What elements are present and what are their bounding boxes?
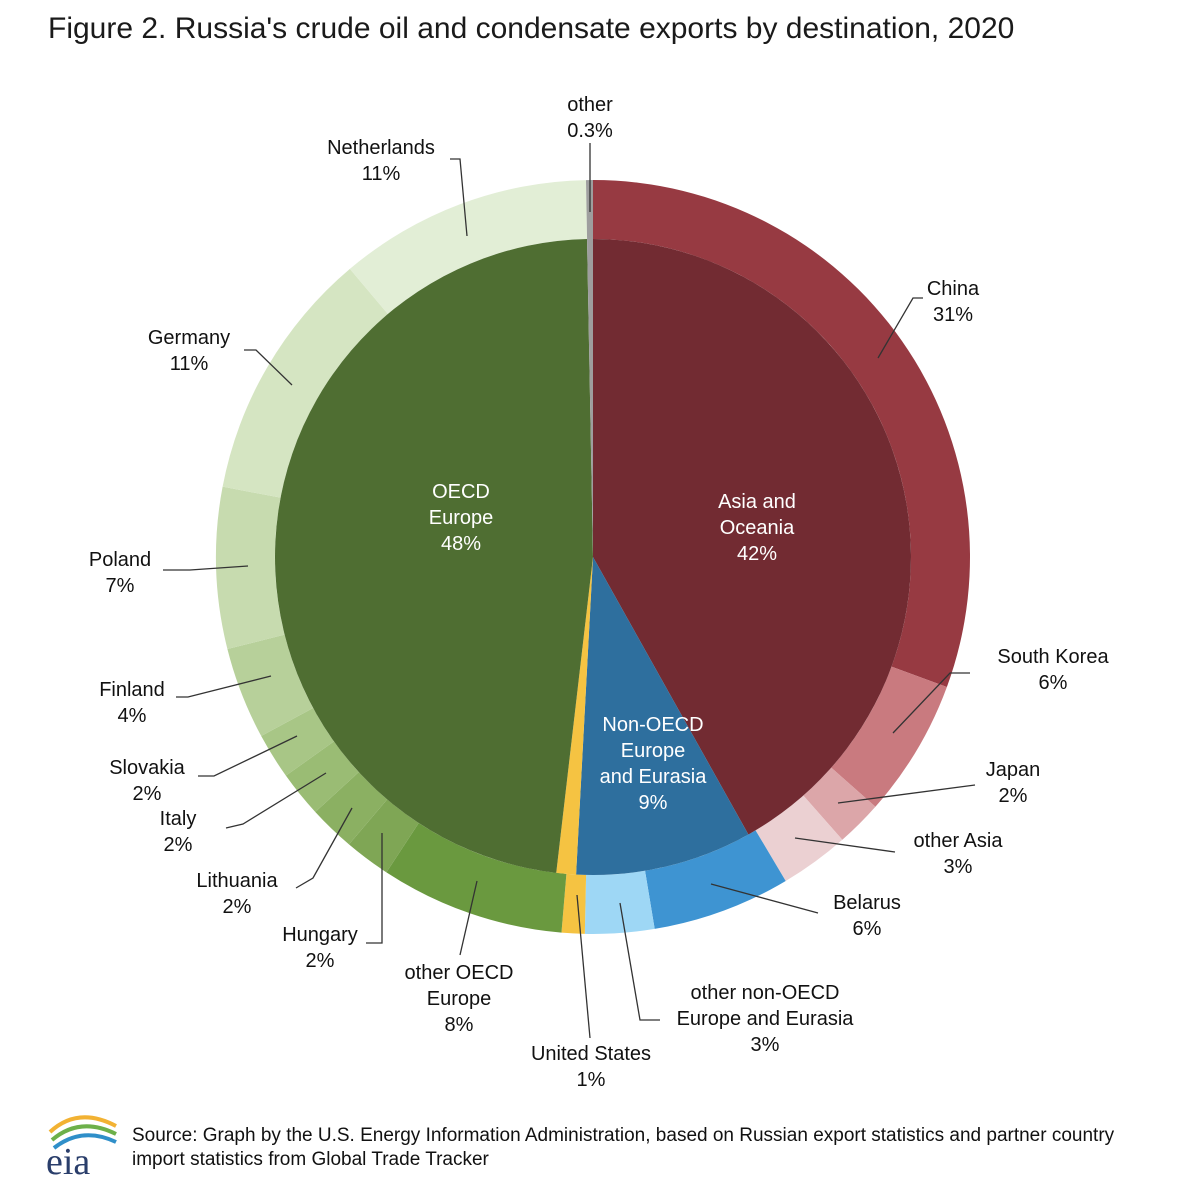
label-other: other 0.3%: [567, 94, 613, 142]
leader-slovakia: [198, 735, 298, 777]
label-china: China 31%: [927, 278, 980, 326]
leader-other-non-oecd-europe-and-eurasia: [619, 902, 660, 1021]
label-japan: Japan 2%: [986, 759, 1041, 807]
leader-finland: [176, 675, 272, 698]
outer-slice-finland: [227, 634, 314, 736]
eia-logo: eia: [46, 1115, 117, 1182]
eia-logo-text: eia: [46, 1141, 90, 1182]
footer: eia Source: Graph by the U.S. Energy Inf…: [40, 1110, 1180, 1190]
outer-slice-netherlands: [349, 180, 588, 314]
outer-slice-china: [593, 180, 971, 687]
label-netherlands: Netherlands 11%: [327, 137, 435, 185]
inner-slice-non-oecd-europe-and-eurasia: [576, 557, 749, 875]
label-italy: Italy 2%: [160, 808, 197, 856]
outer-ring: [215, 180, 971, 934]
inner-pie: [275, 239, 911, 875]
label-other-oecd-europe: other OECD Europe 8%: [405, 962, 514, 1036]
label-germany: Germany 11%: [148, 327, 230, 375]
outer-slice-slovakia: [261, 707, 334, 776]
outer-slice-japan: [803, 767, 876, 840]
outer-slice-other-non-oecd-europe-and-eurasia: [584, 870, 655, 934]
label-finland: Finland 4%: [99, 679, 165, 727]
leader-other-asia: [794, 837, 896, 853]
outer-slice-other-oecd-europe: [386, 823, 567, 933]
outer-slice-hungary: [348, 799, 419, 873]
leader-south-korea: [892, 672, 970, 734]
inner-slice-oecd-europe: [275, 239, 593, 873]
leader-germany: [244, 349, 293, 386]
outer-slice-poland: [215, 486, 285, 650]
inner-slice-asia-and-oceania: [593, 239, 911, 835]
source-note: Source: Graph by the U.S. Energy Informa…: [132, 1125, 1115, 1170]
chart-title: Figure 2. Russia's crude oil and condens…: [48, 12, 1015, 45]
inner-slice-other: [587, 239, 593, 557]
label-lithuania: Lithuania 2%: [196, 870, 278, 918]
label-poland: Poland 7%: [89, 549, 151, 597]
outer-slice-united-states: [561, 873, 587, 934]
leader-italy: [225, 772, 327, 829]
inner-label-non-oecd-europe-and-eurasia: Non-OECD Europe and Eurasia 9%: [600, 714, 708, 814]
donut-chart: Asia and Oceania 42% Non-OECD Europe and Eura…: [89, 94, 1110, 1091]
label-other-asia: other Asia 3%: [914, 830, 1004, 878]
leader-japan: [837, 784, 976, 804]
leader-lithuania: [295, 807, 353, 889]
inner-label-oecd-europe: OECD Europe 48%: [429, 481, 494, 555]
label-slovakia: Slovakia 2%: [109, 757, 185, 805]
labels: Asia and Oceania 42% Non-OECD Europe and Eura…: [89, 94, 1110, 1091]
leader-lines: [163, 143, 976, 1039]
leader-hungary: [366, 833, 383, 944]
leader-united-states: [576, 894, 591, 1039]
leader-china: [877, 297, 923, 359]
leader-belarus: [710, 883, 819, 914]
label-other-non-oecd-europe-and-eurasia: other non-OECD Europe and Eurasia 3%: [677, 982, 855, 1056]
leader-other-oecd-europe: [459, 880, 478, 956]
outer-slice-germany: [222, 268, 388, 498]
label-south-korea: South Korea 6%: [997, 646, 1109, 694]
label-united-states: United States 1%: [531, 1043, 651, 1091]
leader-netherlands: [450, 158, 468, 237]
leader-poland: [163, 565, 249, 571]
outer-slice-belarus: [645, 830, 786, 929]
label-belarus: Belarus 6%: [833, 892, 901, 940]
outer-slice-south-korea: [831, 666, 947, 807]
inner-slice-united-states: [556, 557, 593, 875]
label-hungary: Hungary 2%: [282, 924, 358, 972]
outer-slice-italy: [285, 741, 359, 812]
inner-label-asia-and-oceania: Asia and Oceania 42%: [718, 491, 796, 565]
